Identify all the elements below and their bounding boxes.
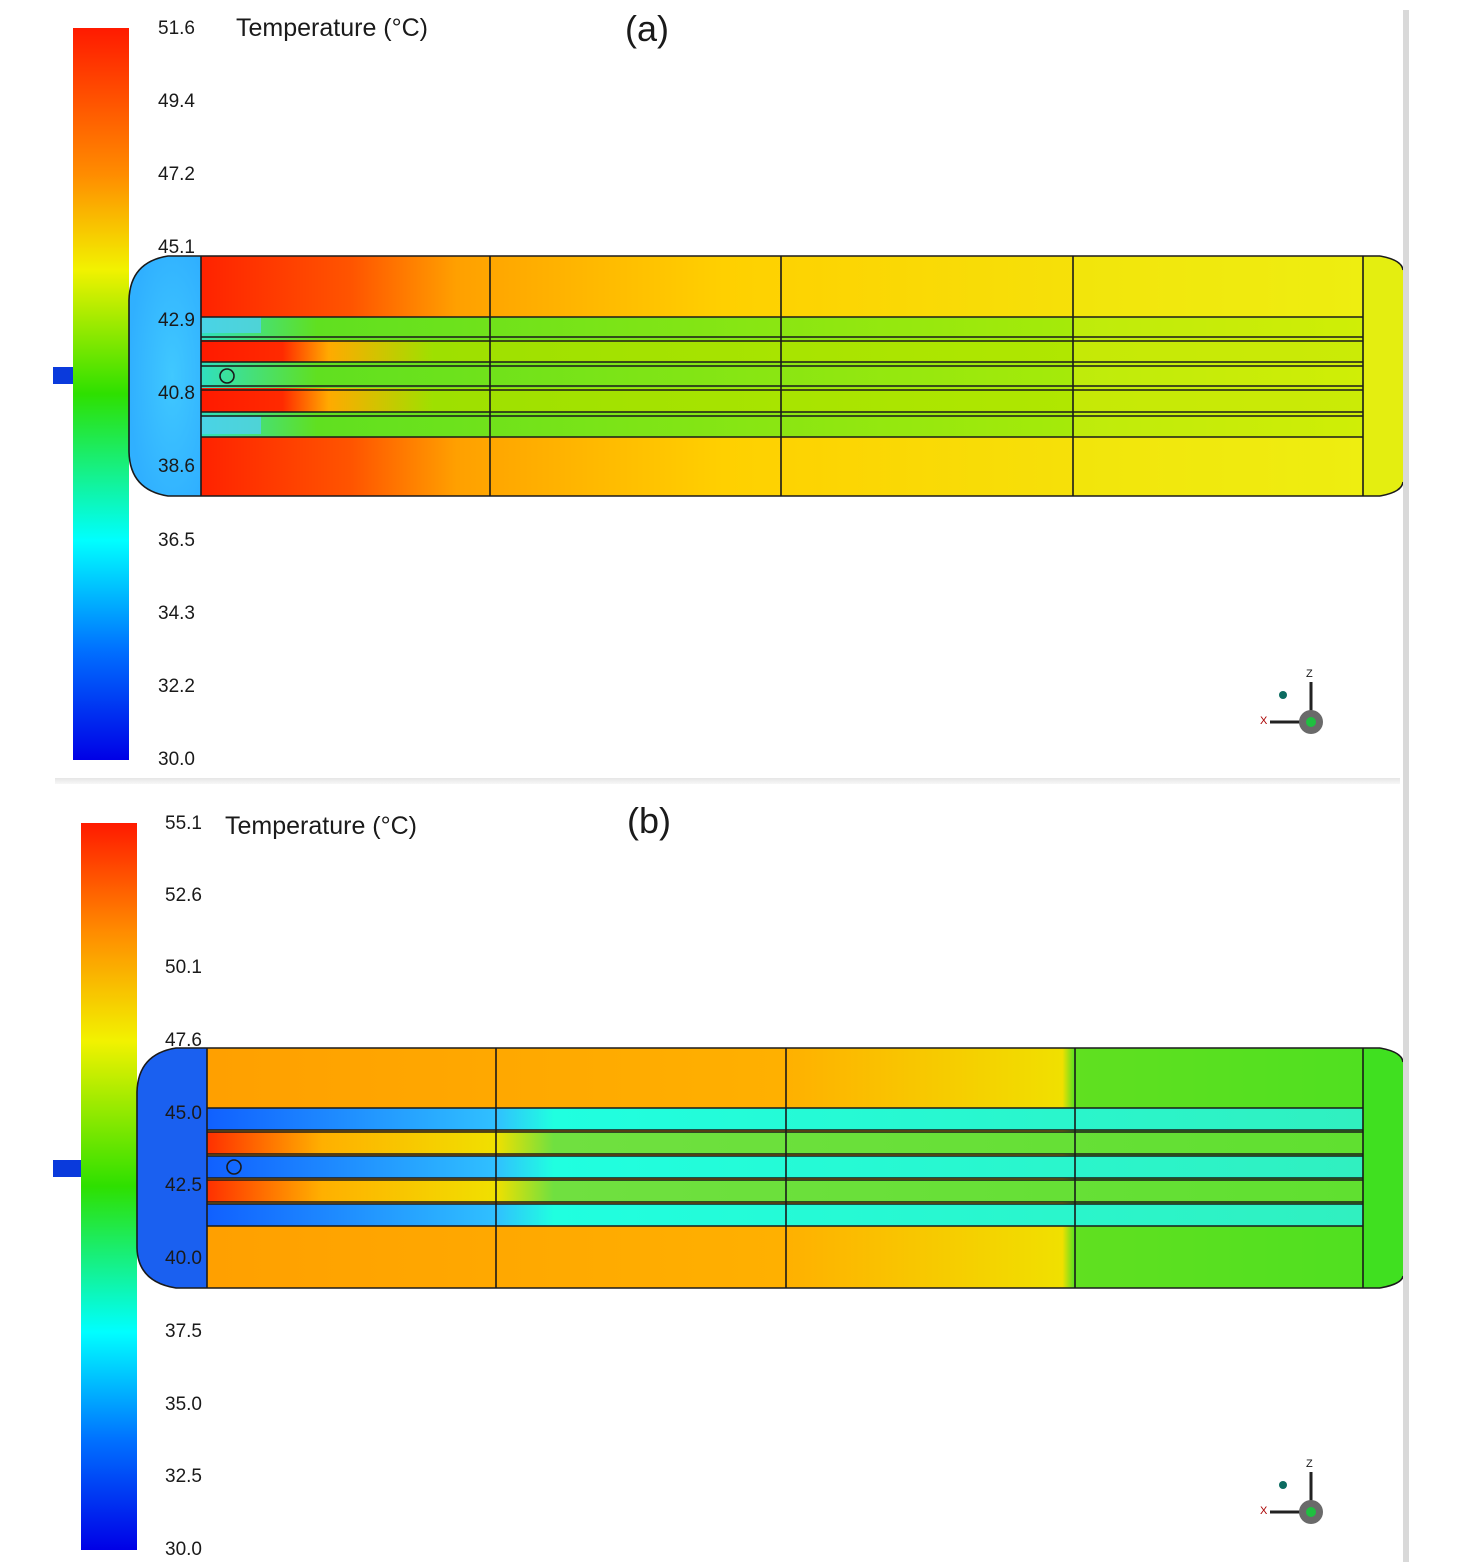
scale-tick-label: 42.5 — [165, 1175, 202, 1196]
outlet-head — [1363, 1048, 1403, 1288]
axis-x-label: X — [1260, 715, 1268, 727]
inlet-head — [137, 1048, 207, 1288]
contour-plot-a — [53, 28, 1404, 760]
tube-band — [207, 1132, 1363, 1154]
tube-band — [207, 1108, 1363, 1130]
scale-tick-label: 49.4 — [158, 91, 195, 112]
scale-tick-label: 38.6 — [158, 456, 195, 477]
cold-streak — [201, 416, 261, 434]
axis-triad-icon — [1270, 682, 1323, 734]
tube-band — [207, 1156, 1363, 1178]
inlet-nozzle — [53, 1160, 81, 1177]
scale-tick-label: 30.0 — [165, 1539, 202, 1560]
scale-tick-label: 40.8 — [158, 383, 195, 404]
panel-tag: (b) — [627, 800, 671, 841]
color-scale-bar — [73, 28, 129, 760]
axis-z-label: Z — [1306, 1458, 1313, 1470]
panel-divider — [55, 778, 1400, 784]
scale-tick-label: 47.2 — [158, 164, 195, 185]
frame-border — [1403, 10, 1409, 1562]
panel-a: Temperature (°C) (a) 51.6 49.4 47.2 45.1… — [0, 0, 1483, 780]
scale-tick-label: 36.5 — [158, 530, 195, 551]
scale-tick-label: 55.1 — [165, 813, 202, 834]
inlet-head — [129, 256, 201, 496]
axis-x-label: X — [1260, 1505, 1268, 1517]
scale-tick-label: 50.1 — [165, 957, 202, 978]
legend-title: Temperature (°C) — [236, 14, 428, 42]
scale-tick-label: 52.6 — [165, 885, 202, 906]
scale-tick-label: 32.5 — [165, 1466, 202, 1487]
panel-tag: (a) — [625, 8, 669, 49]
scale-tick-label: 32.2 — [158, 676, 195, 697]
axis-triad-icon — [1270, 1472, 1323, 1524]
scale-tick-label: 51.6 — [158, 18, 195, 39]
scale-tick-label: 30.0 — [158, 749, 195, 770]
cold-streak — [201, 317, 261, 333]
scale-tick-label: 45.0 — [165, 1103, 202, 1124]
contour-plot-b — [53, 823, 1404, 1550]
inlet-nozzle — [53, 367, 73, 384]
scale-tick-label: 34.3 — [158, 603, 195, 624]
tube-band — [207, 1204, 1363, 1226]
panel-b: Temperature (°C) (b) 55.1 52.6 50.1 47.6… — [0, 790, 1483, 1562]
scale-tick-label: 37.5 — [165, 1321, 202, 1342]
scale-tick-label: 47.6 — [165, 1030, 202, 1051]
legend-title: Temperature (°C) — [225, 812, 417, 840]
scale-tick-label: 35.0 — [165, 1394, 202, 1415]
geometry-outline — [128, 255, 1404, 497]
color-scale-bar — [81, 823, 137, 1550]
scale-tick-label: 40.0 — [165, 1248, 202, 1269]
geometry-outline — [136, 1047, 1404, 1289]
hot-streak — [201, 388, 1363, 412]
scale-tick-label: 42.9 — [158, 310, 195, 331]
scale-tick-label: 45.1 — [158, 237, 195, 258]
axis-z-label: Z — [1306, 668, 1313, 680]
outlet-head — [1363, 256, 1403, 496]
tube-band — [207, 1180, 1363, 1202]
